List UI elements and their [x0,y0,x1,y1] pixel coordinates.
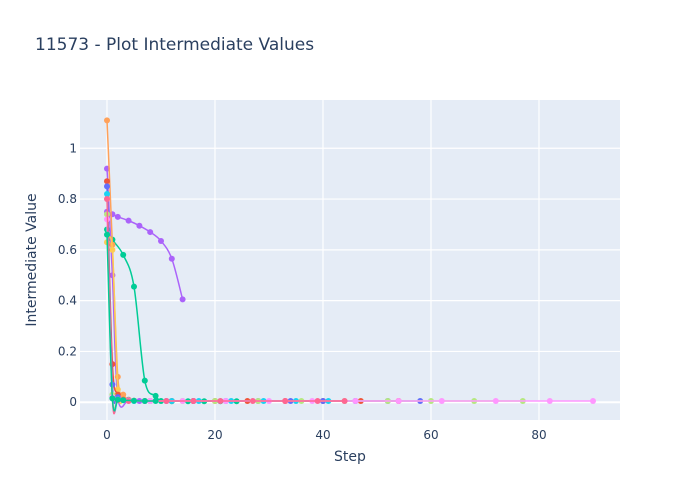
data-point[interactable] [282,397,289,404]
data-point[interactable] [104,231,110,238]
x-tick-label: 40 [315,428,330,442]
data-point[interactable] [114,396,121,403]
x-tick-label: 20 [207,428,222,442]
data-point[interactable] [341,397,348,404]
data-point[interactable] [104,196,110,203]
data-point[interactable] [438,397,445,404]
y-tick-label: 1 [69,141,77,155]
data-point[interactable] [104,178,110,185]
data-point[interactable] [249,397,256,404]
data-point[interactable] [190,397,197,404]
series-11 [104,231,159,412]
x-tick-labels: 0 20 40 60 80 [103,428,546,442]
data-point[interactable] [492,397,499,404]
data-point[interactable] [120,397,127,404]
y-axis-title: Intermediate Value [24,193,40,326]
data-point[interactable] [120,391,127,398]
data-point[interactable] [217,397,224,404]
data-point[interactable] [395,397,402,404]
y-tick-label: 0.4 [58,294,77,308]
data-point[interactable] [152,397,159,404]
x-tick-label: 80 [531,428,546,442]
data-point[interactable] [120,251,127,258]
data-point[interactable] [546,397,553,404]
series-0 [104,208,186,303]
data-point[interactable] [147,229,154,236]
y-tick-labels: 0 0.2 0.4 0.6 0.8 1 [58,141,77,409]
x-axis-title: Step [334,449,366,465]
data-point[interactable] [104,190,110,197]
data-point[interactable] [109,246,116,253]
x-tick-label: 60 [423,428,438,442]
y-gridlines [80,147,620,353]
data-point[interactable] [109,395,116,402]
data-point[interactable] [152,392,159,399]
series-line [106,236,124,405]
y-tick-label: 0.6 [58,243,77,257]
data-point[interactable] [131,283,137,290]
data-point[interactable] [179,296,186,303]
data-point[interactable] [125,217,132,224]
data-point[interactable] [104,117,110,124]
data-point[interactable] [158,237,164,244]
chart-title: 11573 - Plot Intermediate Values [35,35,314,55]
data-point[interactable] [104,183,110,190]
series-layer [104,117,596,415]
data-point[interactable] [590,397,596,404]
data-point[interactable] [314,397,321,404]
data-point[interactable] [141,397,148,404]
x-tick-label: 0 [103,428,111,442]
data-point[interactable] [352,397,359,404]
data-point[interactable] [131,397,137,404]
data-point[interactable] [141,377,148,384]
y-tick-label: 0.2 [58,344,77,358]
data-point[interactable] [168,255,175,262]
y-tick-label: 0.8 [58,192,77,206]
y-tick-label: 0 [69,395,77,409]
data-point[interactable] [163,397,170,404]
data-point[interactable] [136,222,143,229]
data-point[interactable] [114,213,121,220]
